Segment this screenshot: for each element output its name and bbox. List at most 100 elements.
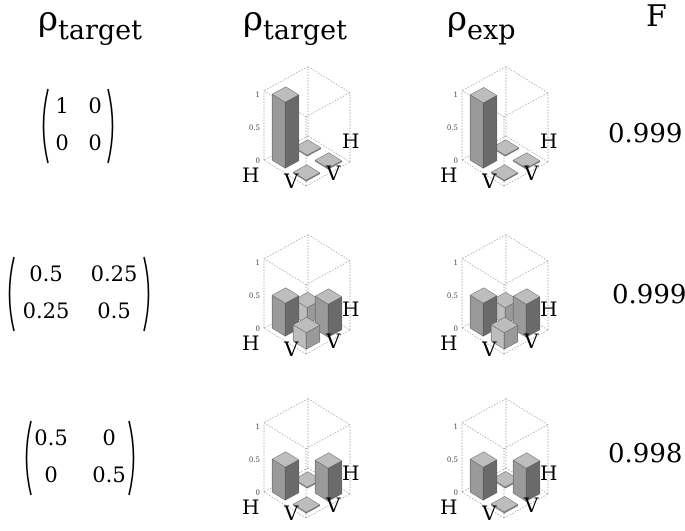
bar-vh bbox=[490, 496, 519, 514]
matrix-cell-vh: 0.25 bbox=[22, 299, 70, 323]
bar-face-top bbox=[469, 451, 498, 468]
box-edge bbox=[263, 327, 307, 355]
fidelity-value-row2: 0.999 bbox=[612, 280, 685, 310]
exp-subscript: exp bbox=[467, 15, 516, 46]
z-tick-label: 1 bbox=[454, 91, 458, 99]
box-edge bbox=[503, 161, 549, 187]
box-edge bbox=[263, 66, 309, 91]
box-edge bbox=[505, 398, 549, 425]
rho-symbol: ρ bbox=[38, 0, 58, 39]
bar-vv bbox=[314, 288, 343, 338]
axis-label-v-front: V bbox=[481, 337, 497, 358]
axis-label-v-side: V bbox=[325, 493, 341, 517]
matrix-cell-hv: 0 bbox=[102, 426, 116, 450]
fidelity-column-header: F bbox=[646, 0, 667, 34]
box-edge bbox=[307, 398, 351, 425]
axis-label-v-side: V bbox=[523, 161, 539, 185]
bar-face-top bbox=[512, 288, 541, 305]
box-edge bbox=[461, 159, 505, 187]
box-edge bbox=[307, 234, 351, 261]
z-tick-label: 1 bbox=[256, 259, 260, 267]
matrix-cell-hv: 0.25 bbox=[90, 262, 138, 286]
box-edge bbox=[461, 422, 505, 449]
z-tick-label: 0.5 bbox=[447, 292, 458, 300]
axis-label-v-side: V bbox=[523, 329, 539, 353]
axis-label-v-front: V bbox=[283, 337, 299, 358]
box-edge bbox=[305, 92, 351, 117]
box-edge bbox=[305, 161, 351, 187]
box-edge bbox=[263, 398, 309, 423]
z-tick-label: 0 bbox=[256, 325, 260, 333]
box-edge bbox=[263, 422, 307, 449]
matrix-cell-vv: 0.5 bbox=[97, 299, 131, 323]
box-edge bbox=[305, 329, 351, 355]
box-edge bbox=[503, 260, 549, 285]
bar-face-front bbox=[284, 94, 300, 169]
box-edge bbox=[305, 493, 351, 519]
density-matrix-row1: 1 0 0 0 bbox=[38, 86, 118, 166]
z-tick-label: 1 bbox=[454, 259, 458, 267]
bar-hh bbox=[469, 87, 498, 169]
bar-hh bbox=[271, 451, 300, 501]
matrix-brackets bbox=[25, 420, 135, 496]
target-3d-bar-plot-row3: 10.50H V VH bbox=[242, 398, 359, 522]
bar-face-left bbox=[271, 93, 286, 169]
bar-face-top bbox=[490, 316, 519, 334]
bar-vh bbox=[292, 316, 321, 350]
bar-face-top bbox=[490, 164, 519, 181]
axis-label-h-side: H bbox=[342, 129, 359, 153]
axis-label-v-front: V bbox=[481, 169, 497, 190]
box-edge bbox=[503, 329, 549, 355]
rho-symbol: ρ bbox=[447, 0, 467, 39]
bar-vv bbox=[512, 152, 541, 170]
bar-face-top bbox=[271, 86, 300, 103]
bar-vv bbox=[512, 452, 541, 502]
z-tick-label: 0 bbox=[256, 157, 260, 165]
matrix-cell-hh: 1 bbox=[55, 94, 69, 118]
z-tick-label: 0.5 bbox=[249, 292, 260, 300]
bar-face-top bbox=[292, 316, 321, 334]
matrix-cell-hv: 0 bbox=[88, 94, 102, 118]
bar-face-top bbox=[292, 164, 321, 181]
box-edge bbox=[505, 234, 549, 261]
matrix-column-header: ρtarget bbox=[38, 2, 142, 44]
bar-face-top bbox=[314, 288, 343, 305]
z-tick-label: 0 bbox=[454, 157, 458, 165]
box-edge bbox=[263, 258, 307, 285]
bar-face-top bbox=[293, 139, 322, 156]
experimental-plot-column-header: ρexp bbox=[447, 2, 516, 44]
bar-vh bbox=[490, 164, 519, 182]
bar-hh bbox=[271, 86, 300, 169]
box-edge bbox=[263, 159, 307, 187]
target-plot-column-header: ρtarget bbox=[243, 2, 347, 44]
box-edge bbox=[505, 66, 549, 93]
axis-label-h-front: H bbox=[242, 331, 259, 355]
rho-symbol: ρ bbox=[243, 0, 263, 39]
fidelity-value-row1: 0.999 bbox=[608, 119, 683, 149]
z-tick-label: 0 bbox=[454, 325, 458, 333]
bar-vv bbox=[314, 452, 343, 502]
experimental-3d-bar-plot-row2: 10.50H V VH bbox=[440, 234, 557, 358]
box-edge bbox=[305, 260, 351, 285]
target-3d-bar-plot-row1: 10.50H V VH bbox=[242, 66, 359, 190]
axis-label-h-front: H bbox=[242, 163, 259, 187]
bar-face-left bbox=[469, 94, 484, 169]
box-edge bbox=[503, 424, 549, 449]
bar-vh bbox=[490, 316, 519, 350]
axis-label-v-side: V bbox=[325, 329, 341, 353]
fidelity-value-row3: 0.998 bbox=[608, 439, 683, 469]
bar-hh bbox=[469, 451, 498, 501]
z-tick-label: 1 bbox=[256, 91, 260, 99]
box-edge bbox=[263, 491, 307, 519]
box-edge bbox=[461, 327, 505, 355]
axis-label-h-side: H bbox=[342, 461, 359, 485]
bar-face-top bbox=[271, 451, 300, 468]
matrix-cell-hh: 0.5 bbox=[29, 262, 63, 286]
axis-label-h-side: H bbox=[540, 129, 557, 153]
axis-label-h-front: H bbox=[440, 163, 457, 187]
density-matrix-row3: 0.5 0 0 0.5 bbox=[21, 418, 139, 498]
box-edge bbox=[263, 234, 309, 259]
matrix-cell-vh: 0 bbox=[55, 131, 69, 155]
axis-label-v-front: V bbox=[481, 501, 497, 522]
axis-label-h-front: H bbox=[440, 331, 457, 355]
